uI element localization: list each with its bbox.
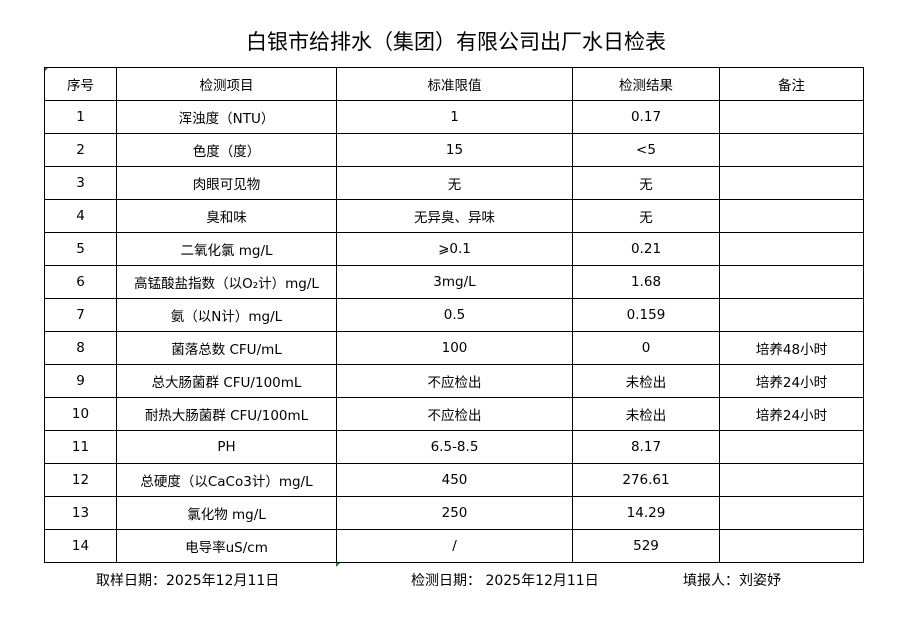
- cell-result: 未检出: [572, 364, 720, 398]
- table-row: 11 PH 6.5-8.5 8.17: [44, 430, 864, 464]
- cell-item: 二氧化氯 mg/L: [116, 232, 337, 266]
- cell-index: 9: [44, 364, 117, 398]
- cell-result: 未检出: [572, 397, 720, 431]
- cell-limit: 无异臭、异味: [336, 199, 573, 233]
- cell-index: 1: [44, 100, 117, 134]
- reporter: 填报人：刘姿妤: [683, 573, 781, 589]
- cell-marker-icon: [336, 562, 341, 567]
- cell-item: 浑浊度（NTU）: [116, 100, 337, 134]
- cell-index: 11: [44, 430, 117, 464]
- cell-limit: 6.5-8.5: [336, 430, 573, 464]
- cell-remark: 培养24小时: [719, 364, 864, 398]
- cell-item: PH: [116, 430, 337, 464]
- table-row: 8 菌落总数 CFU/mL 100 0 培养48小时: [44, 331, 864, 365]
- cell-item: 氨（以N计）mg/L: [116, 298, 337, 332]
- cell-result: 1.68: [572, 265, 720, 299]
- cell-index: 12: [44, 463, 117, 497]
- cell-remark: [719, 298, 864, 332]
- table-row: 9 总大肠菌群 CFU/100mL 不应检出 未检出 培养24小时: [44, 364, 864, 398]
- cell-index: 3: [44, 166, 117, 200]
- cell-index: 10: [44, 397, 117, 431]
- cell-remark: [719, 199, 864, 233]
- cell-remark: [719, 430, 864, 464]
- cell-remark: [719, 496, 864, 530]
- cell-remark: [719, 529, 864, 563]
- cell-limit: /: [336, 529, 573, 563]
- cell-item: 氯化物 mg/L: [116, 496, 337, 530]
- cell-result: 14.29: [572, 496, 720, 530]
- table-row: 7 氨（以N计）mg/L 0.5 0.159: [44, 298, 864, 332]
- cell-result: 276.61: [572, 463, 720, 497]
- table-row: 4 臭和味 无异臭、异味无: [44, 199, 864, 233]
- cell-result: <5: [572, 133, 720, 167]
- cell-index: 6: [44, 265, 117, 299]
- cell-limit: 0.5: [336, 298, 573, 332]
- cell-index: 8: [44, 331, 117, 365]
- cell-remark: [719, 166, 864, 200]
- cell-item: 总硬度（以CaCo3计）mg/L: [116, 463, 337, 497]
- cell-limit: 450: [336, 463, 573, 497]
- header-index: 序号: [44, 67, 117, 101]
- header-item: 检测项目: [116, 67, 337, 101]
- cell-index: 14: [44, 529, 117, 563]
- cell-result: 0.17: [572, 100, 720, 134]
- cell-result: 529: [572, 529, 720, 563]
- cell-limit: 15: [336, 133, 573, 167]
- cell-remark: [719, 232, 864, 266]
- page-title: 白银市给排水（集团）有限公司出厂水日检表: [246, 30, 666, 54]
- test-date: 检测日期： 2025年12月11日: [411, 573, 599, 589]
- cell-index: 4: [44, 199, 117, 233]
- cell-result: 0.159: [572, 298, 720, 332]
- table-row: 10 耐热大肠菌群 CFU/100mL 不应检出 未检出 培养24小时: [44, 397, 864, 431]
- cell-result: 8.17: [572, 430, 720, 464]
- table-row: 14 电导率uS/cm/529: [44, 529, 864, 563]
- cell-remark: [719, 265, 864, 299]
- cell-result: 无: [572, 199, 720, 233]
- table-row: 5 二氧化氯 mg/L ⩾0.1 0.21: [44, 232, 864, 266]
- cell-item: 色度（度）: [116, 133, 337, 167]
- cell-item: 菌落总数 CFU/mL: [116, 331, 337, 365]
- cell-item: 肉眼可见物: [116, 166, 337, 200]
- cell-result: 0.21: [572, 232, 720, 266]
- header-result: 检测结果: [572, 67, 720, 101]
- cell-result: 无: [572, 166, 720, 200]
- cell-limit: 不应检出: [336, 397, 573, 431]
- cell-remark: [719, 463, 864, 497]
- header-limit: 标准限值: [336, 67, 573, 101]
- cell-limit: 100: [336, 331, 573, 365]
- sampling-date: 取样日期：2025年12月11日: [96, 573, 280, 589]
- table-row: 2 色度（度） 15 <5: [44, 133, 864, 167]
- header-remark: 备注: [719, 67, 864, 101]
- cell-limit: ⩾0.1: [336, 232, 573, 266]
- cell-item: 高锰酸盐指数（以O₂计）mg/L: [116, 265, 337, 299]
- cell-limit: 3mg/L: [336, 265, 573, 299]
- cell-remark: 培养48小时: [719, 331, 864, 365]
- cell-item: 总大肠菌群 CFU/100mL: [116, 364, 337, 398]
- cell-item: 臭和味: [116, 199, 337, 233]
- cell-index: 2: [44, 133, 117, 167]
- cell-limit: 无: [336, 166, 573, 200]
- cell-limit: 不应检出: [336, 364, 573, 398]
- table-header-row: 序号 检测项目 标准限值 检测结果 备注: [44, 67, 864, 101]
- cell-item: 电导率uS/cm: [116, 529, 337, 563]
- cell-limit: 1: [336, 100, 573, 134]
- cell-remark: [719, 100, 864, 134]
- table-row: 12 总硬度（以CaCo3计）mg/L 450 276.61: [44, 463, 864, 497]
- cell-index: 5: [44, 232, 117, 266]
- cell-remark: [719, 133, 864, 167]
- table-row: 13 氯化物 mg/L 250 14.29: [44, 496, 864, 530]
- cell-index: 7: [44, 298, 117, 332]
- cell-remark: 培养24小时: [719, 397, 864, 431]
- cell-index: 13: [44, 496, 117, 530]
- cell-item: 耐热大肠菌群 CFU/100mL: [116, 397, 337, 431]
- water-quality-table: 序号 检测项目 标准限值 检测结果 备注 1 浑浊度（NTU） 1 0.17 2 色度（度…: [44, 67, 864, 563]
- table-row: 1 浑浊度（NTU） 1 0.17: [44, 100, 864, 134]
- table-row: 6 高锰酸盐指数（以O₂计）mg/L 3mg/L 1.68: [44, 265, 864, 299]
- cell-result: 0: [572, 331, 720, 365]
- table-row: 3 肉眼可见物无无: [44, 166, 864, 200]
- cell-limit: 250: [336, 496, 573, 530]
